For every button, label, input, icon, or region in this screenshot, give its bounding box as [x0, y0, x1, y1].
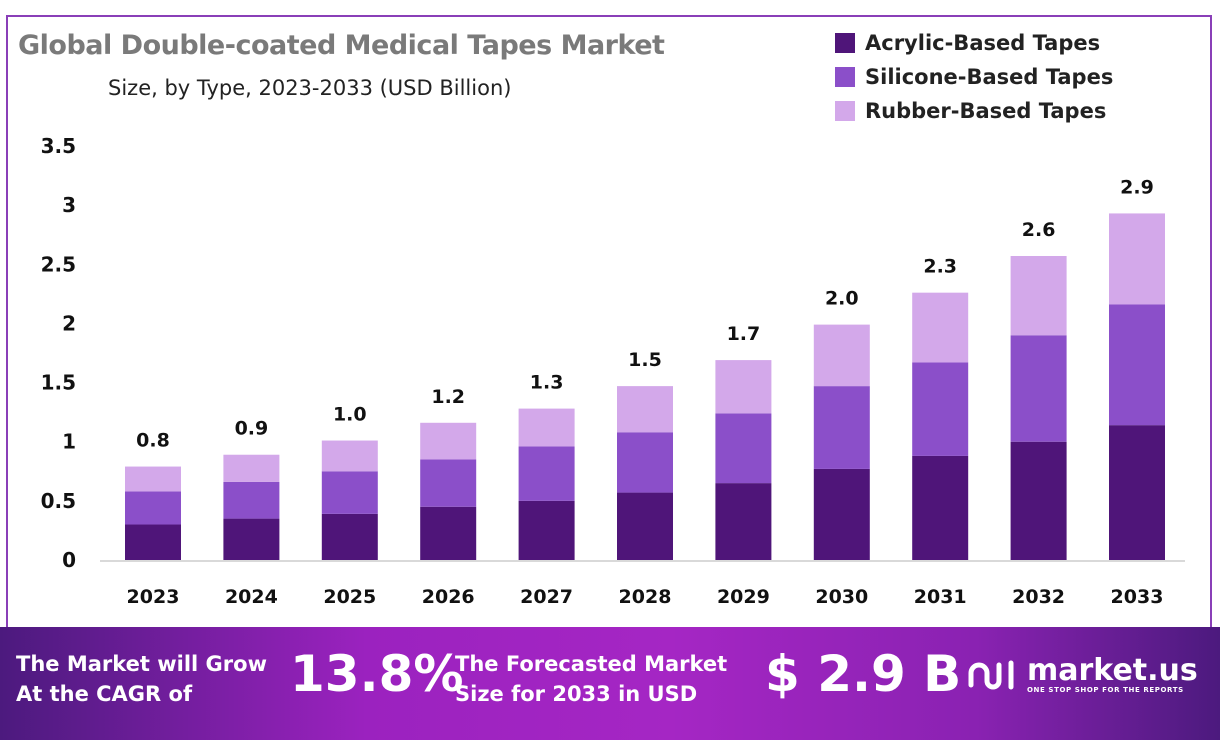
bar-segment-silicone-based-tapes	[813, 386, 870, 469]
forecast-label-line: The Forecasted Market	[455, 652, 728, 676]
bar-total-label: 2.6	[1022, 219, 1056, 241]
bar-total-label: 0.9	[235, 418, 269, 440]
market-us-logo: market.us ONE STOP SHOP FOR THE REPORTS	[965, 655, 1198, 695]
y-tick-label: 2	[62, 311, 76, 335]
bar-segment-acrylic-based-tapes	[420, 506, 477, 560]
chart-frame	[6, 15, 1212, 627]
legend-item-acrylic: Acrylic-Based Tapes	[835, 26, 1113, 60]
forecast-value: $ 2.9 B	[765, 645, 962, 703]
legend-swatch	[835, 101, 855, 121]
bar-segment-acrylic-based-tapes	[321, 513, 378, 560]
chart-title: Global Double-coated Medical Tapes Marke…	[18, 30, 665, 61]
legend: Acrylic-Based Tapes Silicone-Based Tapes…	[835, 26, 1113, 128]
x-tick-label: 2023	[127, 586, 180, 608]
cagr-label-line: At the CAGR of	[16, 682, 193, 706]
legend-item-rubber: Rubber-Based Tapes	[835, 94, 1113, 128]
bar-total-label: 1.7	[727, 323, 761, 345]
legend-label: Acrylic-Based Tapes	[865, 31, 1101, 55]
legend-label: Rubber-Based Tapes	[865, 99, 1107, 123]
x-tick-label: 2033	[1111, 586, 1164, 608]
bar-segment-silicone-based-tapes	[518, 446, 575, 501]
logo-tagline: ONE STOP SHOP FOR THE REPORTS	[1027, 686, 1184, 694]
bar-total-label: 1.5	[628, 349, 662, 371]
bar-segment-acrylic-based-tapes	[1109, 425, 1165, 560]
legend-swatch	[835, 33, 855, 53]
bar-total-label: 2.3	[923, 256, 957, 278]
bar-segment-silicone-based-tapes	[125, 491, 181, 525]
cagr-value: 13.8%	[290, 645, 464, 703]
bar-segment-acrylic-based-tapes	[912, 455, 969, 560]
bar-total-label: 1.0	[333, 404, 367, 426]
bar-segment-silicone-based-tapes	[420, 459, 477, 507]
y-tick-label: 1	[62, 430, 76, 454]
bar-segment-silicone-based-tapes	[223, 481, 280, 519]
bar-total-label: 2.9	[1120, 176, 1154, 198]
x-tick-label: 2024	[225, 586, 278, 608]
bar-total-label: 0.8	[136, 430, 170, 452]
bar-segment-rubber-based-tapes	[1109, 213, 1165, 305]
x-tick-label: 2026	[422, 586, 475, 608]
bar-segment-rubber-based-tapes	[125, 466, 181, 492]
footer-banner: The Market will Grow At the CAGR of 13.8%…	[0, 627, 1220, 740]
legend-label: Silicone-Based Tapes	[865, 65, 1114, 89]
bar-segment-silicone-based-tapes	[321, 471, 378, 514]
cagr-label: The Market will Grow At the CAGR of	[16, 649, 267, 709]
forecast-label: The Forecasted Market Size for 2033 in US…	[455, 649, 727, 709]
x-tick-label: 2025	[323, 586, 376, 608]
bar-segment-rubber-based-tapes	[813, 324, 870, 387]
bar-total-label: 2.0	[825, 288, 859, 310]
y-tick-label: 1.5	[41, 371, 76, 395]
bar-segment-silicone-based-tapes	[715, 413, 772, 484]
logo-icon	[968, 660, 1014, 690]
x-tick-label: 2027	[520, 586, 573, 608]
bar-segment-rubber-based-tapes	[617, 386, 673, 433]
bar-segment-silicone-based-tapes	[1010, 335, 1067, 442]
bar-segment-acrylic-based-tapes	[223, 518, 280, 560]
x-tick-label: 2028	[619, 586, 672, 608]
y-tick-label: 2.5	[41, 252, 76, 276]
x-tick-label: 2031	[914, 586, 967, 608]
bar-segment-acrylic-based-tapes	[1010, 441, 1067, 560]
bar-segment-rubber-based-tapes	[420, 422, 477, 460]
bar-segment-silicone-based-tapes	[617, 432, 673, 493]
bar-total-label: 1.2	[431, 386, 465, 408]
x-tick-label: 2029	[717, 586, 770, 608]
bar-segment-rubber-based-tapes	[321, 440, 378, 472]
bar-segment-silicone-based-tapes	[1109, 304, 1165, 426]
chart-subtitle: Size, by Type, 2023-2033 (USD Billion)	[108, 76, 512, 100]
logo-name: market.us	[1027, 653, 1198, 688]
cagr-label-line: The Market will Grow	[16, 652, 267, 676]
y-tick-label: 0	[62, 548, 76, 572]
bar-segment-rubber-based-tapes	[518, 408, 575, 447]
bar-segment-rubber-based-tapes	[715, 360, 772, 414]
bar-segment-rubber-based-tapes	[223, 454, 280, 482]
forecast-label-line: Size for 2033 in USD	[455, 682, 698, 706]
x-tick-label: 2032	[1012, 586, 1065, 608]
legend-swatch	[835, 67, 855, 87]
bar-segment-acrylic-based-tapes	[813, 468, 870, 560]
bar-segment-rubber-based-tapes	[912, 292, 969, 363]
x-tick-label: 2030	[815, 586, 868, 608]
bar-segment-acrylic-based-tapes	[715, 483, 772, 560]
bar-chart: 0 0.5 1 1.5 2 2.5 3 3.5 0.8 2023 0.9 2024 1.0 2025 1.2…	[41, 134, 1185, 608]
y-tick-label: 0.5	[41, 489, 76, 513]
bar-segment-rubber-based-tapes	[1010, 256, 1067, 336]
bar-total-label: 1.3	[530, 372, 564, 394]
legend-item-silicone: Silicone-Based Tapes	[835, 60, 1113, 94]
bar-segment-acrylic-based-tapes	[518, 500, 575, 560]
y-tick-label: 3	[62, 193, 76, 217]
bar-segment-silicone-based-tapes	[912, 362, 969, 456]
y-tick-label: 3.5	[41, 134, 76, 158]
bar-segment-acrylic-based-tapes	[617, 492, 673, 560]
bar-segment-acrylic-based-tapes	[125, 524, 181, 560]
